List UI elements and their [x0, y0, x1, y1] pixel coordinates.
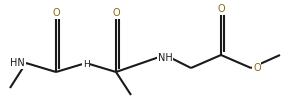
Text: O: O [52, 8, 60, 18]
Text: O: O [112, 8, 120, 18]
Text: N: N [82, 61, 90, 71]
Text: O: O [217, 4, 225, 14]
Text: O: O [253, 63, 261, 73]
Text: H: H [83, 60, 89, 69]
Text: NH: NH [158, 53, 172, 63]
Text: HN: HN [10, 58, 25, 68]
